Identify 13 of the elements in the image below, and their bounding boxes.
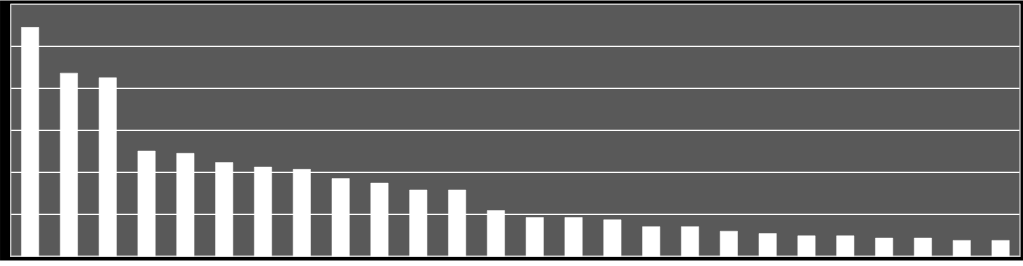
bar xyxy=(991,240,1010,257)
bar xyxy=(797,235,816,257)
bar xyxy=(642,226,661,257)
bar xyxy=(525,217,544,257)
bar xyxy=(719,231,738,257)
bar xyxy=(603,219,622,257)
bar xyxy=(914,238,932,257)
bar xyxy=(875,238,894,257)
bar xyxy=(758,233,777,257)
bar xyxy=(681,226,699,257)
bar xyxy=(952,240,971,257)
bar xyxy=(836,235,855,257)
bar xyxy=(564,217,583,257)
